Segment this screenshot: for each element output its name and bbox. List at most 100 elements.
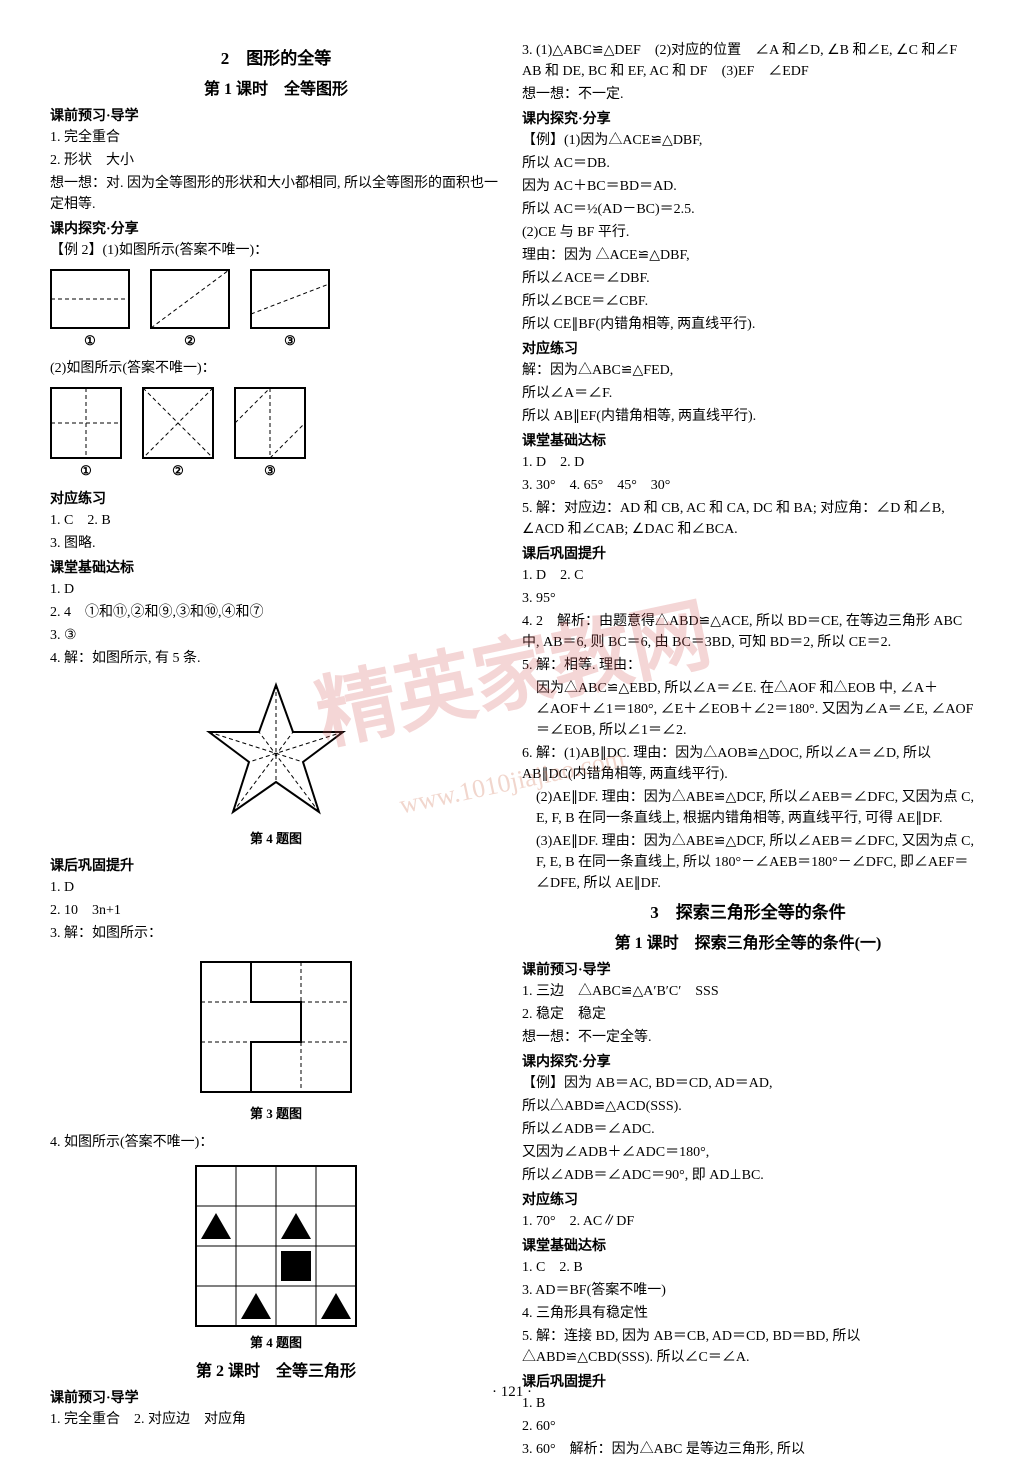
text-line: 1. 完全重合 2. 对应边 对应角 [50,1409,502,1430]
lesson-title-2: 第 2 课时 全等三角形 [50,1360,502,1384]
fig-1b: ② [150,269,230,351]
text-line: 3. (1)△ABC≌△DEF (2)对应的位置 ∠A 和∠D, ∠B 和∠E,… [522,40,974,82]
heading-after-2: 课后巩固提升 [522,1372,974,1393]
left-column: 2 图形的全等 第 1 课时 全等图形 课前预习·导学 1. 完全重合 2. 形… [50,40,502,1381]
heading-after: 课后巩固提升 [50,856,502,877]
text-line: 【例】因为 AB＝AC, BD＝CD, AD＝AD, [522,1073,974,1094]
figure-row-1: ① ② ③ [50,269,502,351]
fig-label: ③ [284,331,296,351]
text-line: 3. 95° [522,588,974,609]
two-column-layout: 2 图形的全等 第 1 课时 全等图形 课前预习·导学 1. 完全重合 2. 形… [50,40,974,1381]
fig-label: ② [184,331,196,351]
text-line: 4. 2 解析：由题意得△ABD≌△ACE, 所以 BD＝CE, 在等边三角形 … [522,611,974,653]
text-line: 【例 2】(1)如图所示(答案不唯一)： [50,240,502,261]
fig-label: ② [172,461,184,481]
text-line: 又因为∠ADB＋∠ADC＝180°, [522,1142,974,1163]
heading-after: 课后巩固提升 [522,544,974,565]
text-line: 想一想：对. 因为全等图形的形状和大小都相同, 所以全等图形的面积也一定相等. [50,173,502,215]
text-line: 1. 70° 2. AC∥DF [522,1211,974,1232]
heading-explore-2: 课内探究·分享 [522,1052,974,1073]
text-line: 2. 10 3n+1 [50,900,502,921]
heading-basic-2: 课堂基础达标 [522,1236,974,1257]
text-line: 1. 完全重合 [50,127,502,148]
fig-1c: ③ [250,269,330,351]
text-line: 3. ③ [50,625,502,646]
text-line: 因为△ABC≌△EBD, 所以∠A＝∠E. 在△AOF 和△EOB 中, ∠A＋… [522,678,974,741]
text-line: 5. 解：对应边：AD 和 CB, AC 和 CA, DC 和 BA; 对应角：… [522,498,974,540]
text-line: 所以∠ACE＝∠DBF. [522,268,974,289]
q3-diagram: 第 3 题图 [191,952,361,1124]
text-line: 3. 解：如图所示： [50,923,502,944]
fig-2c: ③ [234,387,306,481]
text-line: 所以 AC＝½(AD－BC)＝2.5. [522,199,974,220]
page-number: · 121 · [492,1384,532,1401]
heading-explore: 课内探究·分享 [522,109,974,130]
text-line: 【例】(1)因为△ACE≌△DBF, [522,130,974,151]
fig-caption: 第 4 题图 [250,1333,302,1353]
heading-preview: 课前预习·导学 [50,106,502,127]
fig-2a: ① [50,387,122,481]
fig-caption: 第 3 题图 [250,1104,302,1124]
heading-basic: 课堂基础达标 [50,558,502,579]
text-line: 2. 稳定 稳定 [522,1004,974,1025]
text-line: 3. 图略. [50,533,502,554]
text-line: 1. D [50,579,502,600]
figure-row-2: ① ② ③ [50,387,502,481]
text-line: 所以△ABD≌△ACD(SSS). [522,1096,974,1117]
text-line: 所以∠A＝∠F. [522,383,974,404]
text-line: 3. 60° 解析：因为△ABC 是等边三角形, 所以 [522,1439,974,1460]
text-line: 1. C 2. B [50,510,502,531]
text-line: 因为 AC＋BC＝BD＝AD. [522,176,974,197]
text-line: 1. 三边 △ABC≌△A′B′C′ SSS [522,981,974,1002]
fig-caption: 第 4 题图 [250,829,302,849]
text-line: 所以 AB∥EF(内错角相等, 两直线平行). [522,406,974,427]
text-line: 所以 CE∥BF(内错角相等, 两直线平行). [522,314,974,335]
text-line: 理由：因为 △ACE≌△DBF, [522,245,974,266]
text-line: 1. C 2. B [522,1257,974,1278]
text-line: 5. 解：相等. 理由： [522,655,974,676]
text-line: 想一想：不一定全等. [522,1027,974,1048]
text-line: 4. 如图所示(答案不唯一)： [50,1132,502,1153]
right-column: 3. (1)△ABC≌△DEF (2)对应的位置 ∠A 和∠D, ∠B 和∠E,… [522,40,974,1381]
fig-label: ③ [264,461,276,481]
text-line: 5. 解：连接 BD, 因为 AB＝CB, AD＝CD, BD＝BD, 所以△A… [522,1326,974,1368]
q4-diagram: 第 4 题图 [191,1161,361,1353]
text-line: 4. 解：如图所示, 有 5 条. [50,648,502,669]
star-diagram: 第 4 题图 [201,677,351,849]
fig-1a: ① [50,269,130,351]
text-line: 3. AD＝BF(答案不唯一) [522,1280,974,1301]
text-line: (2)如图所示(答案不唯一)： [50,358,502,379]
heading-preview: 课前预习·导学 [522,960,974,981]
text-line: 4. 三角形具有稳定性 [522,1303,974,1324]
text-line: 1. D [50,877,502,898]
heading-preview-2: 课前预习·导学 [50,1388,502,1409]
text-line: (2)CE 与 BF 平行. [522,222,974,243]
text-line: (3)AE∥DF. 理由：因为△ABE≌△DCF, 所以∠AEB＝∠DFC, 又… [522,831,974,894]
section-title: 2 图形的全等 [50,46,502,72]
star-figure: 第 4 题图 [50,677,502,849]
fig-2b: ② [142,387,214,481]
text-line: 所以 AC＝DB. [522,153,974,174]
heading-basic: 课堂基础达标 [522,431,974,452]
section-title-3: 3 探索三角形全等的条件 [522,900,974,926]
text-line: 所以∠ADB＝∠ADC＝90°, 即 AD⊥BC. [522,1165,974,1186]
text-line: 解：因为△ABC≌△FED, [522,360,974,381]
lesson-title: 第 1 课时 全等图形 [50,78,502,102]
text-line: 3. 30° 4. 65° 45° 30° [522,475,974,496]
heading-practice: 对应练习 [50,489,502,510]
text-line: 所以∠ADB＝∠ADC. [522,1119,974,1140]
q3-figure: 第 3 题图 [50,952,502,1124]
text-line: 所以∠BCE＝∠CBF. [522,291,974,312]
text-line: 2. 4 ①和⑪,②和⑨,③和⑩,④和⑦ [50,602,502,623]
q4-figure: 第 4 题图 [50,1161,502,1353]
text-line: 想一想：不一定. [522,84,974,105]
text-line: 1. D 2. C [522,565,974,586]
text-line: 2. 形状 大小 [50,150,502,171]
text-line: 1. B [522,1393,974,1414]
fig-label: ① [80,461,92,481]
heading-explore: 课内探究·分享 [50,219,502,240]
text-line: 6. 解：(1)AB∥DC. 理由：因为△AOB≌△DOC, 所以∠A＝∠D, … [522,743,974,785]
text-line: 1. D 2. D [522,452,974,473]
text-line: (2)AE∥DF. 理由：因为△ABE≌△DCF, 所以∠AEB＝∠DFC, 又… [522,787,974,829]
heading-practice: 对应练习 [522,339,974,360]
